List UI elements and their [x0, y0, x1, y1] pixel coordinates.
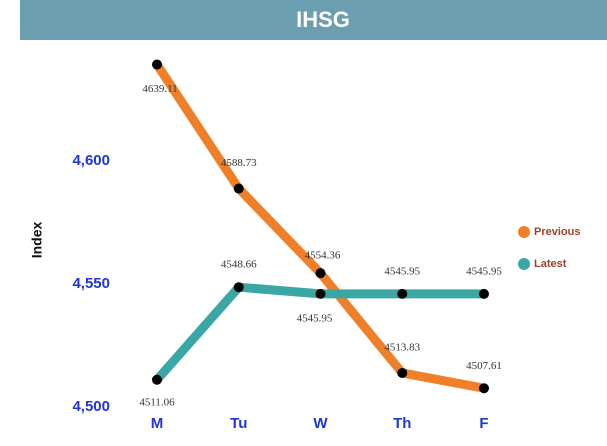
y-axis-label: Index	[29, 222, 45, 259]
title-bar	[20, 0, 607, 40]
data-label: 4545.95	[297, 312, 333, 324]
data-point	[315, 288, 326, 299]
x-tick-label: Tu	[230, 415, 247, 432]
data-label: 4511.06	[139, 396, 175, 408]
y-tick-label: 4,550	[72, 275, 110, 292]
x-tick-label: Th	[393, 415, 411, 432]
legend-marker	[518, 226, 530, 238]
data-label: 4639.11	[142, 83, 177, 95]
data-label: 4548.66	[221, 259, 257, 271]
legend-label: Previous	[534, 226, 580, 238]
data-point	[315, 268, 326, 279]
data-point	[479, 288, 489, 299]
y-tick-label: 4,500	[72, 398, 110, 415]
data-label: 4507.61	[466, 360, 502, 372]
data-point	[152, 59, 162, 70]
x-tick-label: W	[313, 415, 328, 432]
y-tick-label: 4,600	[72, 152, 110, 169]
data-label: 4513.83	[384, 341, 420, 353]
data-point	[479, 383, 489, 394]
data-label: 4588.73	[221, 157, 257, 169]
legend-label: Latest	[534, 258, 567, 270]
data-label: 4545.95	[384, 265, 420, 277]
data-point	[397, 367, 408, 378]
chart-title: IHSG	[296, 7, 350, 32]
data-point	[397, 288, 408, 299]
data-point	[152, 374, 162, 385]
data-point	[233, 183, 244, 194]
data-point	[233, 282, 244, 293]
x-tick-label: M	[151, 415, 164, 432]
data-label: 4545.95	[466, 265, 502, 277]
x-tick-label: F	[479, 415, 488, 432]
legend-marker	[518, 258, 530, 270]
data-label: 4554.36	[305, 250, 341, 262]
